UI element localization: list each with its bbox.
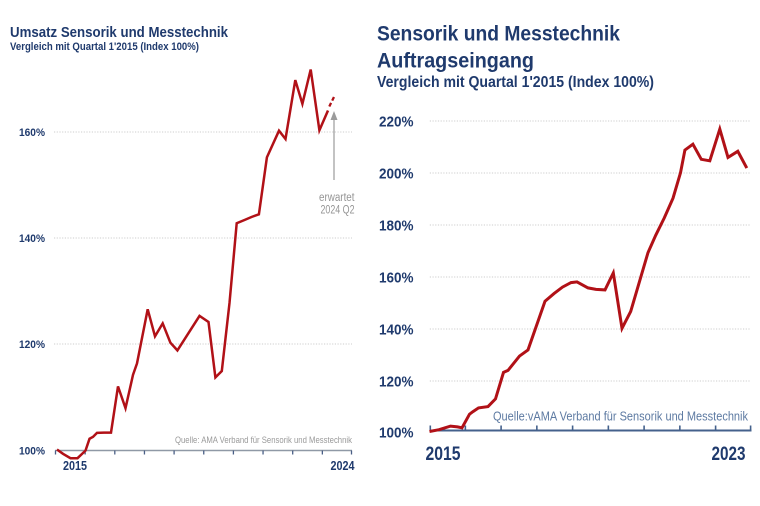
svg-text:2024 Q2: 2024 Q2 bbox=[321, 205, 355, 217]
svg-text:200%: 200% bbox=[379, 165, 414, 182]
svg-text:180%: 180% bbox=[379, 217, 414, 234]
svg-text:Sensorik und Messtechnik: Sensorik und Messtechnik bbox=[377, 23, 620, 46]
svg-text:160%: 160% bbox=[19, 127, 45, 139]
svg-text:2023: 2023 bbox=[712, 444, 746, 465]
svg-text:Quelle:vAMA Verband für Sensor: Quelle:vAMA Verband für Sensorik und Mes… bbox=[493, 410, 749, 424]
svg-text:100%: 100% bbox=[19, 445, 45, 457]
svg-text:2024: 2024 bbox=[331, 459, 355, 473]
svg-text:Umsatz Sensorik und Messtechni: Umsatz Sensorik und Messtechnik bbox=[10, 24, 229, 41]
svg-text:Auftragseingang: Auftragseingang bbox=[377, 50, 534, 73]
svg-text:Quelle: AMA Verband für Sensor: Quelle: AMA Verband für Sensorik und Mes… bbox=[175, 435, 352, 446]
svg-text:2015: 2015 bbox=[426, 444, 461, 465]
svg-text:140%: 140% bbox=[379, 321, 414, 338]
svg-text:120%: 120% bbox=[19, 339, 45, 351]
svg-text:Vergleich mit Quartal 1'2015 (: Vergleich mit Quartal 1'2015 (Index 100%… bbox=[10, 41, 199, 53]
svg-text:140%: 140% bbox=[19, 233, 45, 245]
svg-text:erwartet: erwartet bbox=[319, 192, 355, 204]
svg-text:160%: 160% bbox=[379, 269, 414, 286]
svg-text:120%: 120% bbox=[379, 373, 414, 390]
svg-text:220%: 220% bbox=[379, 113, 414, 130]
svg-text:Vergleich mit Quartal 1'2015 (: Vergleich mit Quartal 1'2015 (Index 100%… bbox=[377, 74, 654, 91]
svg-text:2015: 2015 bbox=[63, 459, 87, 473]
svg-text:100%: 100% bbox=[379, 425, 414, 442]
